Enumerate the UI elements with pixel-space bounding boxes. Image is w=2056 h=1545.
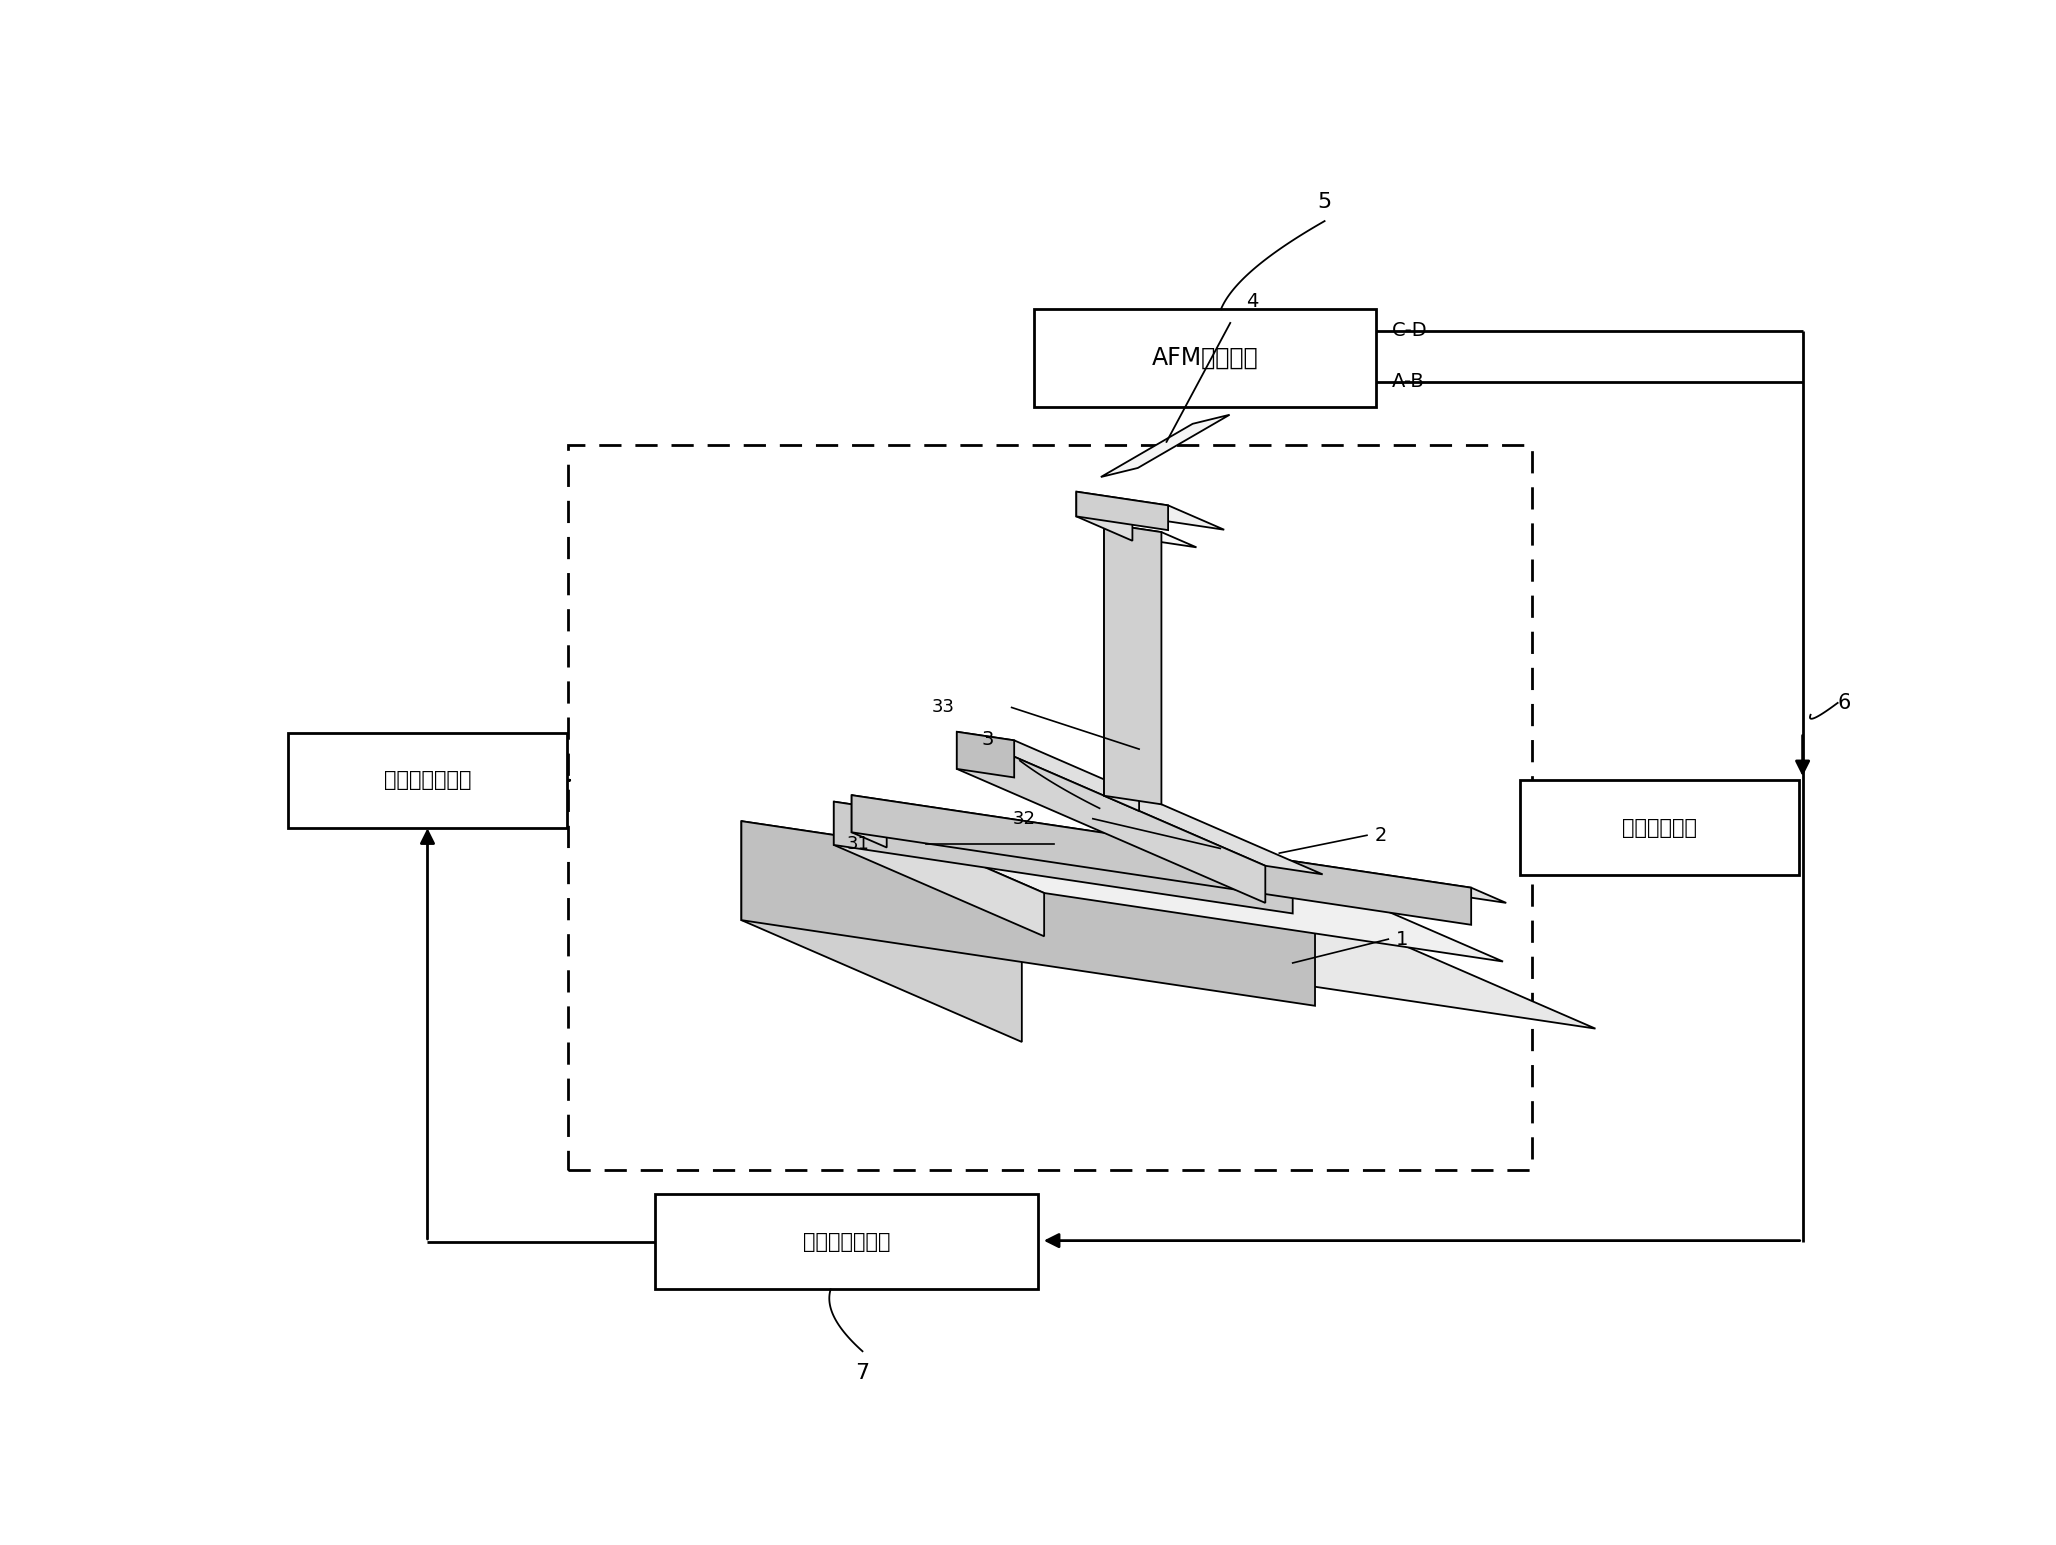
Text: 纳米振动刻蚀器: 纳米振动刻蚀器: [384, 771, 471, 789]
Polygon shape: [1104, 524, 1162, 805]
FancyBboxPatch shape: [1034, 309, 1375, 406]
Text: 31: 31: [847, 834, 870, 853]
Polygon shape: [956, 732, 1264, 902]
Text: 4: 4: [1246, 292, 1258, 311]
Text: 信号接入模块: 信号接入模块: [1622, 817, 1696, 837]
Polygon shape: [742, 820, 1022, 1041]
FancyBboxPatch shape: [567, 445, 1532, 1171]
Polygon shape: [956, 732, 1014, 777]
Polygon shape: [1077, 491, 1223, 530]
Text: AFM扫描模块: AFM扫描模块: [1151, 346, 1258, 369]
FancyBboxPatch shape: [288, 732, 567, 828]
Text: 5: 5: [1318, 192, 1332, 212]
Polygon shape: [742, 820, 1316, 1006]
Text: 3: 3: [983, 729, 995, 749]
Polygon shape: [1077, 491, 1168, 530]
Text: 2: 2: [1375, 825, 1388, 845]
Text: 32: 32: [1014, 810, 1036, 828]
Text: 6: 6: [1838, 692, 1850, 712]
Text: C-D: C-D: [1392, 321, 1429, 340]
Text: 1: 1: [1396, 930, 1408, 949]
Polygon shape: [851, 796, 1507, 902]
Polygon shape: [1077, 491, 1133, 541]
Text: 数据采集处理器: 数据采集处理器: [802, 1231, 890, 1251]
Polygon shape: [1104, 524, 1139, 811]
Polygon shape: [742, 820, 1595, 1029]
Polygon shape: [835, 802, 1293, 913]
FancyBboxPatch shape: [656, 1194, 1038, 1290]
Polygon shape: [851, 796, 1472, 925]
Polygon shape: [956, 732, 1322, 874]
FancyBboxPatch shape: [1519, 780, 1799, 876]
Polygon shape: [851, 796, 886, 848]
Polygon shape: [835, 802, 1044, 936]
Text: 7: 7: [855, 1363, 870, 1383]
Polygon shape: [1104, 524, 1197, 547]
Polygon shape: [835, 802, 1503, 961]
Polygon shape: [1100, 414, 1229, 477]
Text: A-B: A-B: [1392, 372, 1425, 391]
Text: 33: 33: [931, 698, 954, 717]
